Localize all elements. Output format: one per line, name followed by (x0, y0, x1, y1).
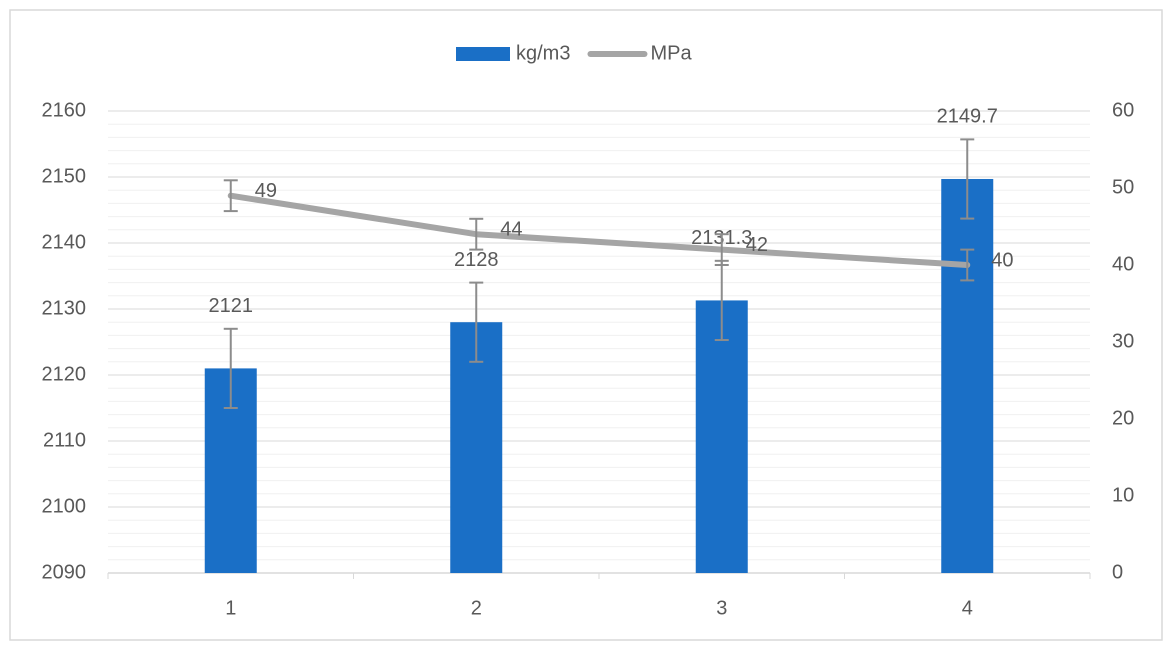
y-tick-label: 2110 (43, 429, 86, 451)
y2-tick-label: 10 (1112, 484, 1134, 506)
error-bar (960, 138, 975, 220)
y-tick-label: 2140 (42, 231, 87, 253)
x-tick-label: 1 (225, 597, 236, 619)
bar (695, 300, 748, 573)
y2-tick-label: 20 (1112, 407, 1134, 429)
y-tick-label: 2160 (42, 99, 87, 121)
y-tick-label: 2090 (42, 561, 87, 583)
data-label: 2121 (209, 295, 254, 317)
error-bar (960, 248, 975, 282)
error-bar (469, 217, 484, 251)
error-bar (223, 327, 238, 409)
x-tick-label: 2 (471, 597, 482, 619)
bar (450, 322, 503, 573)
bar (941, 178, 994, 574)
data-label: 2149.7 (937, 106, 998, 128)
legend-label: MPa (650, 42, 692, 64)
error-bar (714, 233, 729, 266)
y2-tick-label: 0 (1112, 561, 1123, 583)
error-bar (223, 179, 238, 213)
legend-swatch (456, 47, 510, 61)
x-tick-label: 4 (962, 597, 973, 619)
data-label: 42 (746, 234, 768, 256)
y-tick-label: 2130 (42, 297, 87, 319)
y2-tick-label: 30 (1112, 330, 1134, 352)
y-tick-label: 2120 (42, 363, 87, 385)
y2-tick-label: 40 (1112, 253, 1134, 275)
y2-tick-label: 50 (1112, 176, 1134, 198)
y2-tick-label: 60 (1112, 99, 1134, 121)
y-tick-label: 2150 (42, 165, 87, 187)
data-label: 49 (255, 180, 277, 202)
error-bar (469, 281, 484, 363)
data-label: 44 (500, 218, 522, 240)
y-tick-label: 2100 (42, 495, 87, 517)
x-tick-label: 3 (716, 597, 727, 619)
data-label: 40 (991, 249, 1013, 271)
data-label: 2128 (454, 249, 499, 271)
line (227, 192, 971, 268)
legend-label: kg/m3 (516, 42, 570, 64)
